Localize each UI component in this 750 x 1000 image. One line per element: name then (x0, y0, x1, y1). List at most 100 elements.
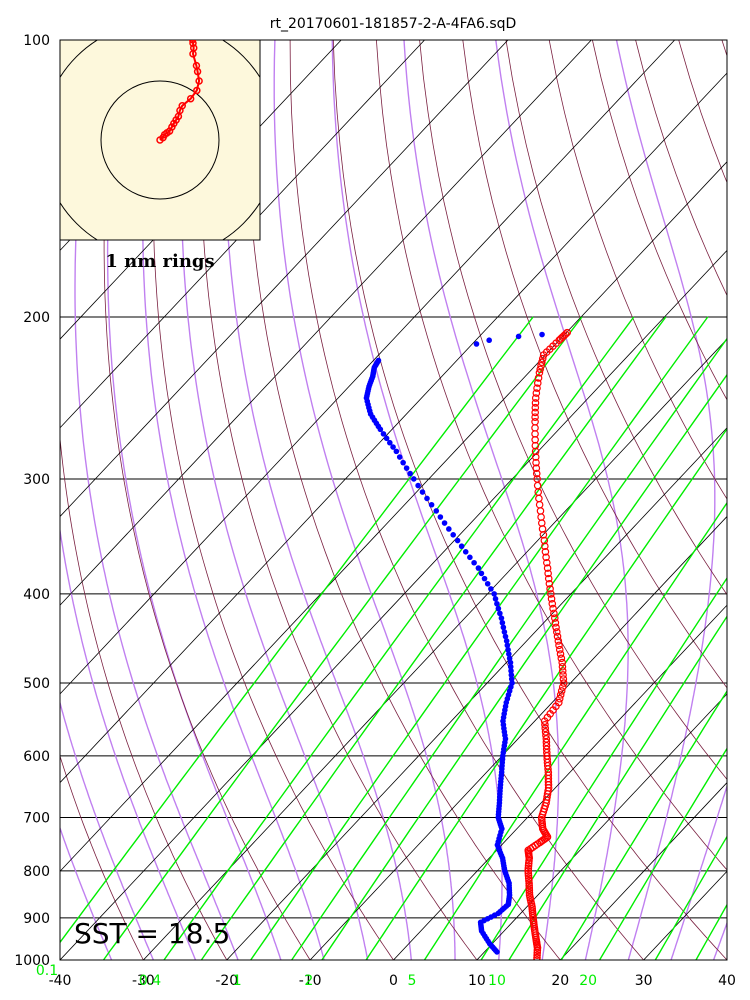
isotherm--100 (60, 40, 426, 429)
hodograph-ring-1 (100, 80, 220, 200)
temperature-point (547, 590, 555, 598)
dewpoint-point (502, 633, 509, 640)
temperature-point (556, 691, 565, 699)
temperature-point (541, 724, 550, 733)
temperature-point (525, 886, 534, 895)
temperature-point (558, 658, 567, 667)
temperature-point (533, 946, 542, 955)
pressure-tick-label: 600 (23, 749, 50, 765)
dewpoint-point (506, 651, 512, 657)
temperature-series (524, 328, 571, 960)
dry-adiabat-90 (548, 40, 727, 500)
temperature-point (524, 869, 533, 878)
temperature-point (552, 628, 561, 636)
moist-adiabat--30 (60, 826, 113, 960)
dewpoint-point (481, 575, 488, 582)
dry-adiabat-10 (199, 40, 478, 960)
isotherm--40 (60, 249, 727, 960)
sst-annotation: SST = 18.5 (74, 917, 230, 950)
dewpoint-series (363, 331, 545, 955)
dewpoint-point (403, 465, 410, 471)
temperature-point (532, 458, 540, 467)
temperature-point (555, 694, 564, 703)
mixing-ratio-line-0.6 (200, 316, 667, 960)
mixing-ratio-line-2 (321, 373, 727, 960)
dewpoint-point (400, 459, 406, 466)
pressure-tick-label: 300 (23, 472, 50, 488)
hodograph-point (193, 86, 201, 95)
dewpoint-point (390, 444, 396, 450)
temperature-point (524, 864, 533, 873)
temperature-point (525, 884, 534, 892)
moist-adiabat--20 (60, 40, 197, 960)
temperature-point (536, 365, 545, 374)
mixing-ratio-label: 20 (579, 973, 597, 989)
temperature-point (524, 872, 533, 880)
dewpoint-point (471, 559, 477, 566)
dry-adiabat--10 (103, 40, 311, 960)
mixing-ratio-label: 2 (304, 973, 313, 989)
temperature-point (561, 330, 570, 338)
isotherm--80 (60, 40, 592, 606)
temperature-point (544, 569, 552, 578)
temperature-point (559, 671, 567, 679)
temperature-point (524, 862, 533, 870)
temperature-point (525, 881, 533, 890)
isotherm-0 (392, 604, 727, 960)
hodograph-inset (59, 39, 261, 241)
temperature-point (533, 379, 542, 387)
temperature-point (555, 641, 563, 650)
moist-adiabat-30 (615, 40, 716, 960)
moist-adiabat--10 (106, 40, 282, 960)
dewpoint-point (491, 591, 497, 597)
rings-label: 1 nm rings (105, 251, 214, 272)
temperature-point (541, 547, 550, 556)
temperature-tick-label: 30 (635, 973, 653, 989)
isotherm-10 (476, 693, 727, 960)
temperature-point (549, 604, 557, 613)
temperature-point (547, 595, 556, 603)
pressure-tick-label: 400 (23, 587, 50, 603)
dewpoint-point (497, 610, 503, 617)
dewpoint-point (495, 605, 502, 612)
temperature-tick-label: 20 (551, 973, 569, 989)
temperature-point (531, 403, 540, 412)
temperature-point (541, 728, 550, 736)
temperature-point (531, 453, 540, 461)
plot-frame (59, 39, 728, 961)
temperature-point (524, 867, 532, 875)
moist-adiabat-25 (495, 40, 629, 960)
temperature-tick-label: -30 (132, 973, 155, 989)
mixing-ratio-line-0.2 (102, 316, 583, 960)
dewpoint-point (396, 454, 403, 460)
mixing-ratio-line-30 (654, 835, 727, 960)
temperature-point (532, 389, 541, 397)
temperature-point (555, 645, 564, 654)
temperature-point (525, 856, 533, 865)
moist-adiabat-35 (670, 784, 727, 960)
mixing-ratio-label: 1 (233, 973, 242, 989)
temperature-point (546, 585, 554, 593)
temperature-point (531, 408, 539, 417)
dewpoint-point (437, 514, 444, 520)
dewpoint-point (475, 565, 482, 571)
isotherm--50 (60, 161, 727, 872)
mixing-ratio-line-0.1 (60, 316, 534, 944)
dewpoint-point (424, 495, 430, 502)
dry-adiabat-30 (289, 40, 645, 960)
dewpoint-point (539, 331, 545, 338)
temperature-point (533, 951, 541, 959)
dry-adiabat-20 (245, 40, 561, 960)
temperature-tick-label: -20 (215, 973, 238, 989)
mixing-ratio-line-20 (598, 747, 727, 960)
mixing-ratio-line-1 (249, 316, 709, 960)
isotherm-20 (559, 782, 727, 960)
dewpoint-point (503, 638, 510, 644)
dry-adiabat-80 (505, 40, 727, 596)
dewpoint-point (446, 526, 452, 532)
dewpoint-point (415, 482, 421, 489)
mixing-ratio-line-8 (480, 576, 727, 960)
hodograph-point (188, 40, 197, 44)
temperature-point (531, 417, 539, 426)
temperature-tick-label: 0 (389, 973, 398, 989)
